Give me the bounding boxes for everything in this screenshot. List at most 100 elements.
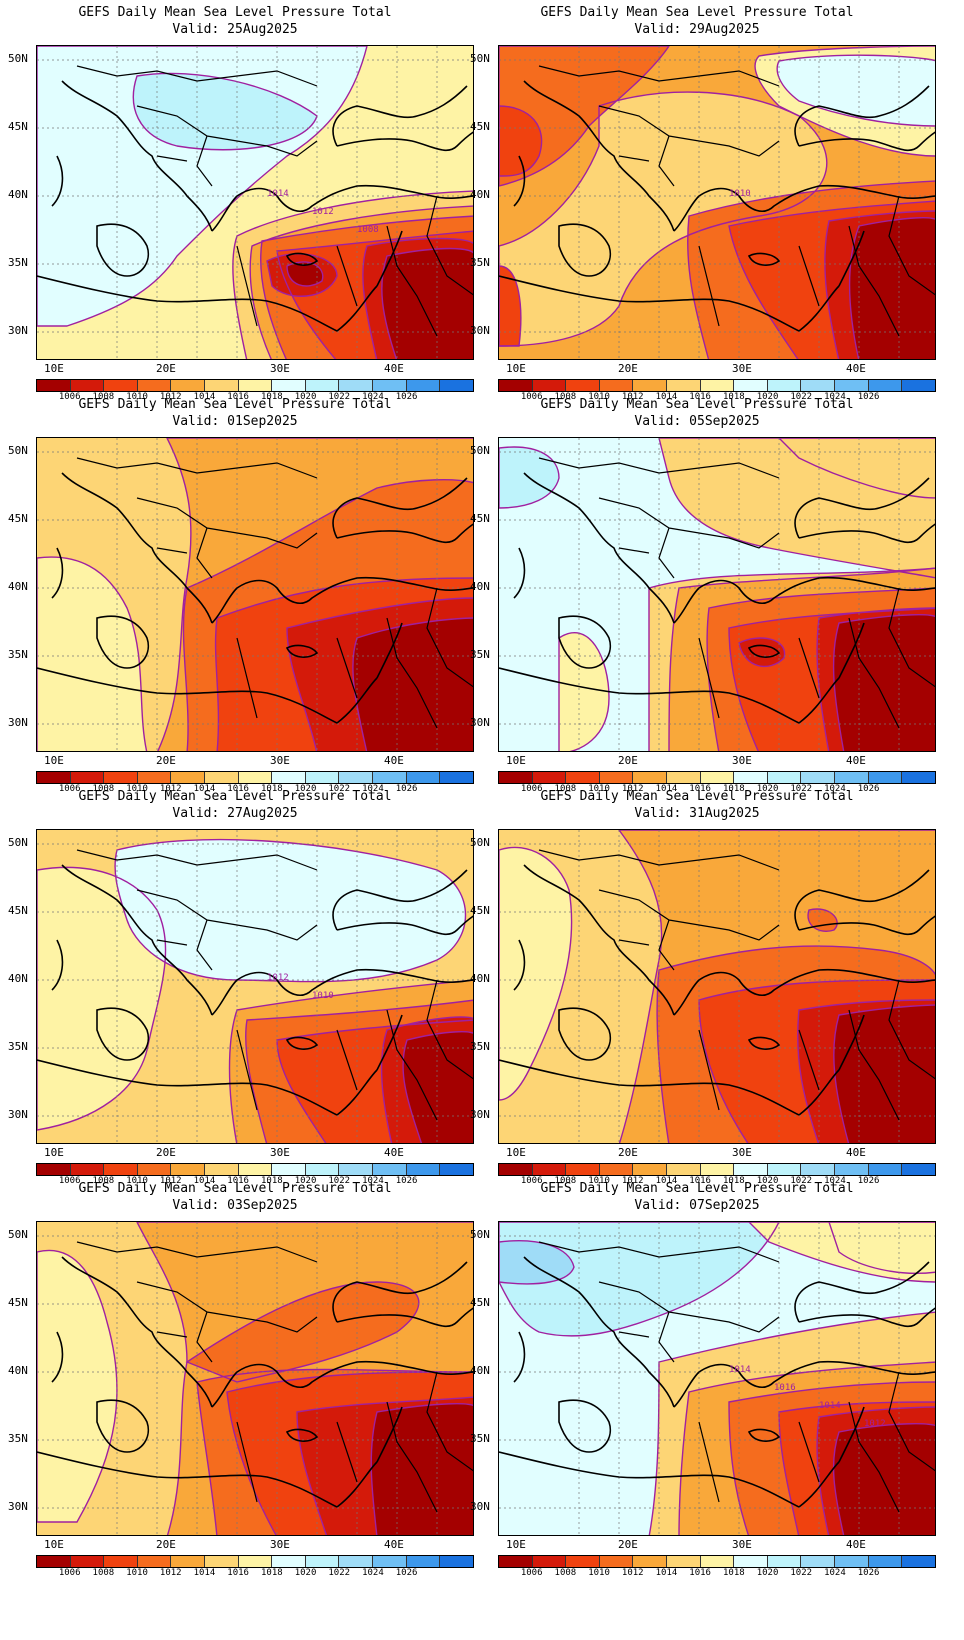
longitude-label: 20E [156,1538,176,1551]
latitude-label: 50N [470,444,490,457]
latitude-label: 35N [8,1432,28,1445]
latitude-label: 35N [8,648,28,661]
colorbar-swatch [339,772,374,783]
colorbar-swatch [137,1164,172,1175]
panel-valid-date: Valid: 05Sep2025 [634,414,760,429]
colorbar-swatch [205,1164,239,1175]
colorbar-swatch [37,1556,71,1567]
colorbar-swatch [499,380,533,391]
colorbar-label: 1006 [520,392,543,402]
colorbar-label: 1018 [723,1568,745,1578]
colorbar-swatch [599,772,634,783]
colorbar-swatch [532,1164,567,1175]
isobar [832,614,935,751]
colorbar-swatch [272,1556,306,1567]
country-borders [538,1241,935,1513]
colorbar-label: 1014 [655,392,678,402]
colorbar-label: 1014 [655,1568,678,1578]
isobar [249,205,473,359]
colorbar-label: 1006 [58,1568,81,1578]
latitude-label: 30N [8,324,28,337]
colorbar-swatch [700,772,735,783]
latitude-label: 40N [470,972,490,985]
colorbar-swatch [599,380,634,391]
country-borders [538,849,935,1121]
colorbar-swatch [532,380,567,391]
colorbar-label: 1008 [554,784,577,794]
isobar [848,217,935,359]
colorbar-swatch [835,1164,869,1175]
longitude-label: 20E [156,754,176,767]
colorbar-swatch [566,772,600,783]
longitude-label: 40E [384,754,404,767]
panel-valid-date: Valid: 07Sep2025 [634,1198,760,1213]
colorbar-label: 1016 [689,1176,711,1186]
colorbar-swatch [667,1556,701,1567]
map-panel-2: GEFS Daily Mean Sea Level Pressure Total… [0,392,474,800]
colorbar-label: 1006 [520,1568,543,1578]
isobar [37,556,148,751]
colorbar-label: 1010 [126,392,148,402]
colorbar-swatch [339,1164,374,1175]
isobar [824,210,935,359]
colorbar-label: 1018 [261,1568,283,1578]
isobar [816,1406,935,1535]
colorbar-swatch [667,772,701,783]
latitude-label: 50N [470,1228,490,1241]
colorbar [36,379,474,392]
latitude-label: 45N [470,904,490,917]
colorbar-label: 1026 [395,784,418,794]
isobar [658,438,935,579]
isobar [402,1031,473,1143]
colorbar-swatch [339,380,374,391]
longitude-label: 30E [270,754,290,767]
colorbar-label: 1024 [824,392,846,402]
map-panel-3: GEFS Daily Mean Sea Level Pressure Total… [0,784,474,1192]
longitude-label: 10E [44,1146,64,1159]
colorbar-swatch [532,772,567,783]
colorbar-swatch [633,1164,668,1175]
colorbar-label: 1022 [328,1176,351,1186]
pressure-map [498,437,936,752]
pressure-region [499,46,669,186]
colorbar-label: 1008 [92,1176,115,1186]
isobar [136,1222,473,1535]
colorbar-swatch [104,380,138,391]
longitude-label: 20E [618,754,638,767]
latitude-label: 45N [470,120,490,133]
pressure-region [849,217,935,359]
pressure-region [371,1403,473,1535]
isobar [828,1222,935,1274]
panel-valid-date: Valid: 29Aug2025 [634,22,760,37]
colorbar-swatch [801,1164,836,1175]
panel-title: GEFS Daily Mean Sea Level Pressure Total [78,789,392,804]
colorbar-swatch [868,380,903,391]
colorbar [36,1163,474,1176]
contour-label: 1014 [819,1401,841,1411]
colorbar-swatch [801,772,836,783]
pressure-region [659,438,935,578]
latitude-label: 35N [8,1040,28,1053]
isobar [618,830,935,1143]
latitude-label: 35N [8,256,28,269]
isobar [228,979,473,1143]
colorbar-swatch [272,1164,306,1175]
colorbar-swatch [700,1164,735,1175]
colorbar [498,771,936,784]
colorbar-swatch [868,1164,903,1175]
colorbar-swatch [902,772,935,783]
colorbar-label: 1018 [723,392,745,402]
colorbar-swatch [373,1556,407,1567]
contour-label: 1012 [267,973,289,983]
colorbar-label: 1006 [58,784,81,794]
colorbar-swatch [499,772,533,783]
colorbar-label: 1022 [328,784,351,794]
colorbar-swatch [406,380,441,391]
colorbar-label: 1024 [362,1568,384,1578]
colorbar [498,1163,936,1176]
colorbar-swatch [734,1164,768,1175]
colorbar-swatch [902,1556,935,1567]
colorbar-swatch [272,380,306,391]
colorbar-label: 1018 [723,1176,745,1186]
colorbar-label: 1016 [227,784,249,794]
